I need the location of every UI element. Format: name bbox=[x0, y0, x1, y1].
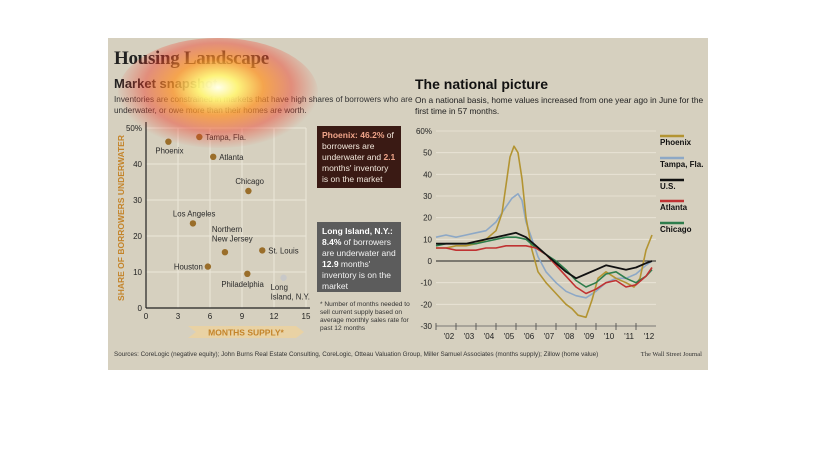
publisher-credit: The Wall Street Journal bbox=[640, 351, 702, 358]
line-y-tick-label: 40 bbox=[423, 170, 432, 179]
scatter-point-label: Los Angeles bbox=[173, 209, 216, 218]
line-x-tick-label: '07 bbox=[544, 332, 555, 341]
line-y-tick-label: 20 bbox=[423, 214, 432, 223]
scatter-point-label: Atlanta bbox=[219, 153, 244, 162]
line-x-tick-label: '11 bbox=[624, 332, 634, 341]
scatter-x-tick-label: 3 bbox=[176, 312, 181, 321]
line-x-tick-label: '04 bbox=[484, 332, 495, 341]
scatter-point-label: St. Louis bbox=[268, 246, 298, 255]
line-y-tick-label: 0 bbox=[428, 257, 433, 266]
line-x-tick-label: '09 bbox=[584, 332, 595, 341]
legend-label: U.S. bbox=[660, 182, 676, 191]
callout-li-months: 12.9 bbox=[322, 259, 339, 269]
scatter-x-tick-label: 12 bbox=[270, 312, 279, 321]
infographic-panel: Housing Landscape Market snapshot Invent… bbox=[108, 38, 708, 370]
line-x-tick-label: '03 bbox=[464, 332, 475, 341]
line-y-tick-label: -20 bbox=[420, 300, 432, 309]
scatter-y-tick-label: 10 bbox=[133, 268, 142, 277]
scatter-x-tick-label: 15 bbox=[302, 312, 311, 321]
scatter-point bbox=[259, 247, 266, 254]
callout-phoenix-text2: months' inventory is on the market bbox=[322, 163, 389, 184]
line-subtitle: The national picture bbox=[415, 76, 549, 92]
scatter-y-tick-label: 20 bbox=[133, 232, 142, 241]
scatter-x-axis-label: MONTHS SUPPLY* bbox=[208, 328, 284, 338]
scatter-y-tick-label: 0 bbox=[138, 304, 143, 313]
scatter-point bbox=[204, 263, 212, 270]
line-x-tick-label: '05 bbox=[504, 332, 515, 341]
scatter-y-tick-label: 30 bbox=[133, 196, 142, 205]
scatter-point-label: Long bbox=[271, 283, 288, 292]
scatter-x-tick-label: 6 bbox=[208, 312, 213, 321]
scatter-point-label: Island, N.Y. bbox=[271, 292, 310, 301]
sources-footer: Sources: CoreLogic (negative equity); Jo… bbox=[114, 351, 599, 358]
scatter-point-label: Philadelphia bbox=[221, 280, 264, 289]
line-x-tick-label: '10 bbox=[604, 332, 615, 341]
callout-phoenix-name: Phoenix: bbox=[322, 130, 358, 140]
line-y-tick-label: 60% bbox=[416, 127, 432, 136]
legend-label: Tampa, Fla. bbox=[660, 160, 703, 169]
line-y-tick-label: -30 bbox=[420, 322, 432, 331]
line-description: On a national basis, home values increas… bbox=[415, 95, 704, 116]
scatter-point bbox=[221, 249, 229, 256]
scatter-point-label: New Jersey bbox=[212, 235, 253, 244]
months-supply-note: * Number of months needed to sell curren… bbox=[320, 301, 410, 332]
callout-phoenix-pct: 46.2% bbox=[360, 130, 385, 140]
line-x-tick-label: '12 bbox=[644, 332, 655, 341]
line-y-tick-label: 10 bbox=[423, 235, 432, 244]
callout-phoenix-text1: of borrowers are underwater and bbox=[322, 130, 394, 162]
long-island-callout: Long Island, N.Y.: 8.4% of borrowers are… bbox=[317, 222, 401, 292]
scatter-point bbox=[245, 187, 252, 195]
line-y-tick-label: 30 bbox=[423, 192, 432, 201]
callout-li-name: Long Island, N.Y.: bbox=[322, 226, 393, 236]
line-y-tick-label: 50 bbox=[423, 149, 432, 158]
scatter-x-tick-label: 0 bbox=[144, 312, 149, 321]
scatter-point-label: Chicago bbox=[235, 177, 264, 186]
scatter-point bbox=[280, 274, 287, 281]
scatter-point-label: Northern bbox=[212, 225, 242, 234]
scatter-x-axis-label-arrow bbox=[188, 326, 304, 338]
scatter-point-label: Phoenix bbox=[155, 147, 183, 156]
line-x-tick-label: '08 bbox=[564, 332, 575, 341]
scatter-y-axis-label: SHARE OF BORROWERS UNDERWATER bbox=[116, 135, 126, 301]
callout-li-text2: months' inventory is on the market bbox=[322, 259, 391, 291]
phoenix-callout: Phoenix: 46.2% of borrowers are underwat… bbox=[317, 126, 401, 188]
line-chart: 60% 50 40 30 20 10 0 -10 -20 -30 '02 '03 '04 '05 '06 '0… bbox=[416, 127, 703, 341]
line-series-phoenix bbox=[436, 145, 653, 319]
legend-label: Atlanta bbox=[660, 203, 688, 212]
line-x-tick-label: '02 bbox=[444, 332, 455, 341]
scatter-point bbox=[189, 220, 197, 227]
callout-li-text1: of borrowers are underwater and bbox=[322, 237, 396, 258]
scatter-point-label: Houston bbox=[174, 263, 203, 272]
scatter-point bbox=[244, 270, 251, 277]
scatter-y-tick-label: 40 bbox=[133, 160, 142, 169]
scatter-point bbox=[210, 153, 217, 160]
legend-label: Phoenix bbox=[660, 138, 692, 147]
legend-label: Chicago bbox=[660, 225, 692, 234]
line-y-tick-label: -10 bbox=[420, 279, 432, 288]
callout-li-pct: 8.4% bbox=[322, 237, 342, 247]
scatter-x-tick-label: 9 bbox=[240, 312, 245, 321]
line-series-u-s bbox=[436, 231, 653, 280]
line-x-tick-label: '06 bbox=[524, 332, 535, 341]
callout-phoenix-months: 2.1 bbox=[383, 152, 396, 162]
